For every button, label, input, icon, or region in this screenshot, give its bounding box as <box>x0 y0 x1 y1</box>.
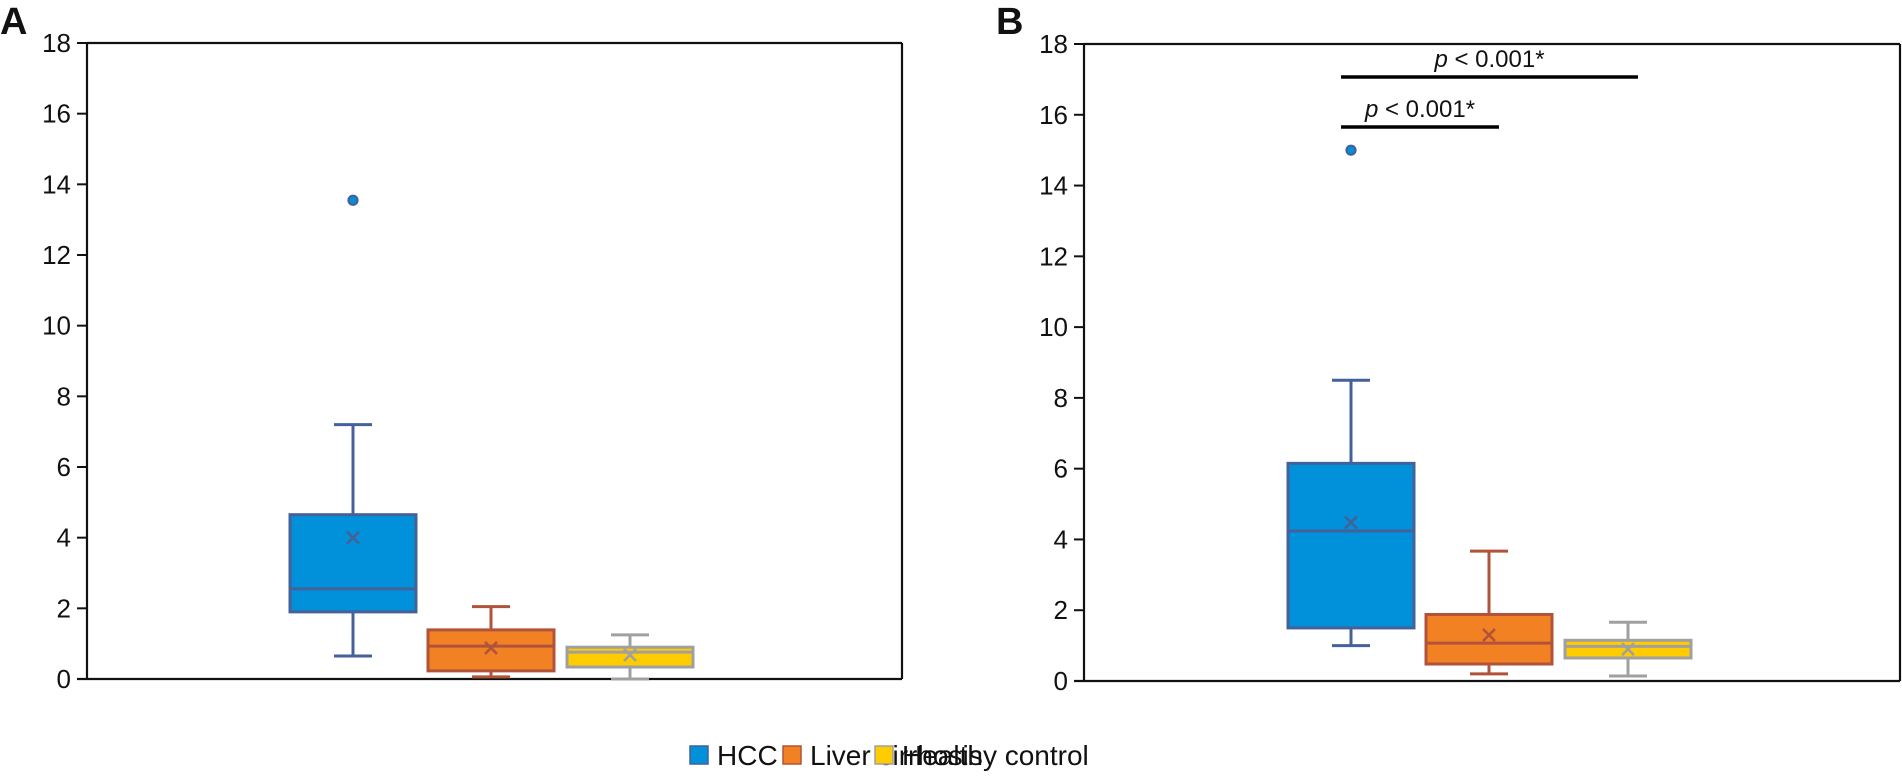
y-tick-label: 14 <box>1039 171 1068 201</box>
y-tick-label: 8 <box>57 381 71 411</box>
box-liver-cirrhosis <box>426 605 556 679</box>
mean-marker <box>1621 642 1635 657</box>
y-tick-label: 10 <box>1039 312 1068 342</box>
iqr-box <box>565 645 695 669</box>
panel-label-b: B <box>996 1 1023 43</box>
y-tick-label: 0 <box>1054 666 1068 696</box>
y-tick-label: 4 <box>1054 524 1068 554</box>
y-tick-label: 6 <box>1054 454 1068 484</box>
legend-swatch <box>689 745 709 765</box>
box-healthy-control <box>565 633 695 681</box>
p-value-label: p < 0.001* <box>1364 96 1475 123</box>
legend-label: Liver cirrhosis <box>810 740 983 771</box>
mean-marker <box>1482 628 1496 642</box>
mean-marker <box>346 530 360 545</box>
p-symbol: p <box>1364 96 1378 123</box>
p-value-text: < 0.001* <box>1448 46 1545 73</box>
legend-item: HCC <box>689 740 778 771</box>
iqr-box <box>288 513 418 614</box>
mean-marker <box>1344 515 1358 530</box>
y-tick-label: 14 <box>42 169 71 199</box>
y-tick-label: 4 <box>57 523 71 553</box>
y-tick-label: 16 <box>42 99 71 129</box>
panel-label-a: A <box>0 1 27 43</box>
box-liver-cirrhosis <box>1424 549 1554 676</box>
y-tick-label: 16 <box>1039 100 1068 130</box>
iqr-box <box>426 628 556 673</box>
legend-item: Liver cirrhosis <box>782 740 983 771</box>
legend-label: HCC <box>717 740 778 771</box>
legend-swatch <box>874 745 894 765</box>
legend-item: Healthy control <box>874 740 1089 771</box>
y-tick-label: 12 <box>1039 241 1068 271</box>
y-tick-label: 2 <box>1054 595 1068 625</box>
box-healthy-control <box>1563 620 1693 678</box>
legend-label: Healthy control <box>902 740 1089 771</box>
iqr-box <box>1286 461 1416 630</box>
outlier-point <box>347 194 359 206</box>
p-value-text: < 0.001* <box>1378 96 1475 123</box>
legend-swatch <box>782 745 802 765</box>
y-tick-label: 2 <box>57 593 71 623</box>
y-tick-label: 18 <box>1039 29 1068 59</box>
mean-marker <box>623 648 637 662</box>
p-value-label: p < 0.001* <box>1433 46 1544 73</box>
y-tick-label: 18 <box>42 28 71 58</box>
y-tick-label: 12 <box>42 240 71 270</box>
box-hcc <box>288 194 418 658</box>
y-tick-label: 10 <box>42 311 71 341</box>
box-hcc <box>1286 144 1416 648</box>
p-symbol: p <box>1433 46 1447 73</box>
mean-marker <box>484 640 498 655</box>
y-tick-label: 0 <box>57 664 71 694</box>
outlier-point <box>1345 144 1357 156</box>
panel-a: A 0 2 4 6 8 10 12 14 16 18 <box>0 1 904 694</box>
iqr-box <box>1424 612 1554 666</box>
y-tick-label: 6 <box>57 452 71 482</box>
y-tick-label: 8 <box>1054 383 1068 413</box>
